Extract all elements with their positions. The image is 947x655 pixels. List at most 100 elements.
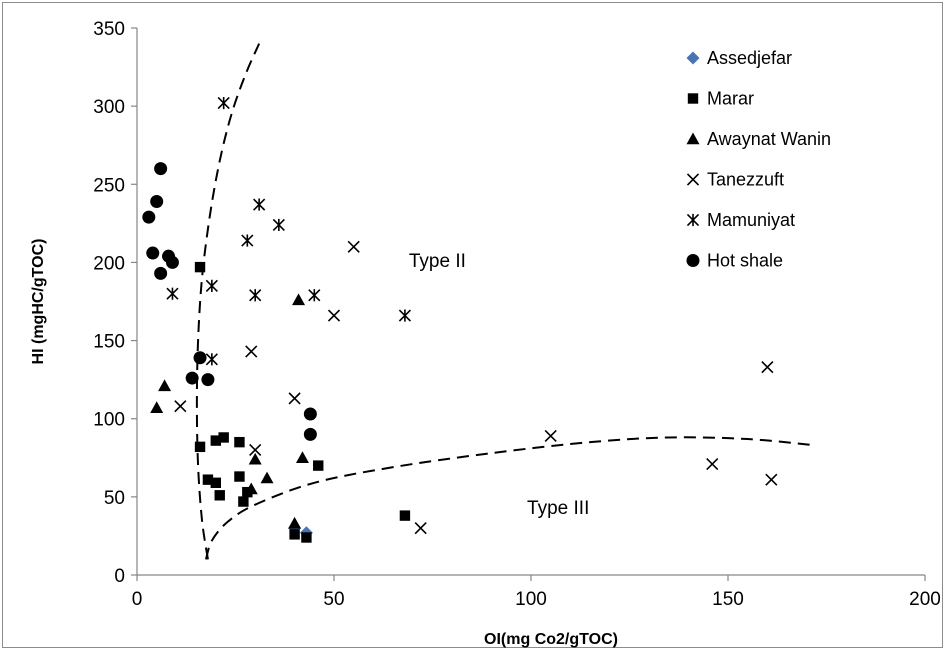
- mamuniyat-point: [205, 353, 218, 366]
- legend-item-hot-shale: Hot shale: [686, 251, 783, 271]
- mamuniyat-point: [272, 218, 285, 232]
- tanezzuft-point: [765, 473, 778, 486]
- region-label-0: Type II: [409, 251, 466, 272]
- marar-point: [218, 432, 229, 443]
- boundary-curves: [195, 43, 815, 560]
- legend-marker-hot-shale: [686, 254, 700, 267]
- marar-point: [313, 460, 324, 471]
- tanezzuft-point: [327, 309, 341, 322]
- hot-shale-point: [146, 246, 160, 260]
- marar-point: [234, 436, 245, 448]
- legend-item-marar: Marar: [687, 89, 754, 109]
- mamuniyat-point: [398, 309, 412, 322]
- awaynat-wanin-point: [292, 293, 306, 306]
- region-label-1: Type III: [527, 498, 589, 519]
- legend-label-assedjefar: Assedjefar: [707, 48, 792, 68]
- hot-shale-point: [201, 373, 215, 387]
- hot-shale-point: [142, 210, 156, 224]
- marar-point: [399, 510, 411, 521]
- awaynat-wanin-point: [158, 379, 172, 392]
- tanezzuft-point: [174, 400, 187, 413]
- data-points: [142, 96, 778, 543]
- tanezzuft-point: [249, 443, 262, 457]
- hot-shale-point: [303, 427, 317, 441]
- legend-item-awaynat-wanin: Awaynat Wanin: [686, 129, 831, 149]
- mamuniyat-point: [241, 234, 254, 247]
- legend-label-hot-shale: Hot shale: [707, 251, 783, 271]
- hot-shale-point: [193, 351, 207, 365]
- mamuniyat-point: [217, 96, 230, 110]
- tanezzuft-point: [245, 345, 258, 358]
- awaynat-wanin-point: [150, 401, 164, 413]
- tanezzuft-point: [347, 240, 360, 253]
- hot-shale-point: [154, 162, 168, 176]
- awaynat-wanin-point: [260, 471, 274, 484]
- legend-label-marar: Marar: [707, 89, 754, 109]
- y-tick-label: 0: [114, 566, 125, 587]
- mamuniyat-point: [249, 289, 262, 302]
- type-iii-boundary-curve: [204, 436, 815, 560]
- awaynat-wanin-point: [248, 452, 262, 465]
- type-ii-boundary-curve: [195, 43, 261, 560]
- marar-point: [289, 529, 300, 540]
- awaynat-wanin-series: [150, 293, 309, 529]
- hot-shale-series: [142, 162, 317, 441]
- legend: Assedjefar Marar Awaynat Wanin Tanezzuft Mam…: [686, 48, 831, 271]
- marar-series: [194, 261, 411, 543]
- y-axis-title: HI (mgHC/gTOC): [30, 239, 47, 365]
- legend-marker-marar: [687, 93, 699, 104]
- marar-point: [194, 261, 206, 273]
- legend-label-tanezzuft: Tanezzuft: [707, 170, 784, 190]
- mamuniyat-point: [205, 279, 218, 292]
- marar-point: [210, 477, 221, 488]
- y-tick-label: 250: [93, 175, 125, 196]
- hot-shale-point: [303, 407, 317, 421]
- y-tick-label: 350: [93, 19, 125, 40]
- y-tick-label: 200: [93, 253, 125, 274]
- legend-item-mamuniyat: Mamuniyat: [686, 210, 795, 230]
- x-tick-label: 150: [712, 589, 744, 610]
- legend-marker-awaynat-wanin: [686, 132, 700, 145]
- mamuniyat-point: [308, 289, 321, 302]
- mamuniyat-point: [166, 287, 179, 300]
- legend-label-mamuniyat: Mamuniyat: [707, 210, 795, 230]
- legend-item-assedjefar: Assedjefar: [686, 48, 792, 68]
- hot-shale-point: [185, 371, 199, 385]
- x-tick-label: 200: [909, 589, 941, 610]
- legend-item-tanezzuft: Tanezzuft: [686, 170, 784, 190]
- x-axis-title: OI(mg Co2/gTOC): [484, 631, 618, 648]
- x-tick-label: 100: [515, 589, 547, 610]
- y-tick-label: 50: [104, 488, 125, 509]
- axis-ticks: 0 50 100 150 200 250 300 350 0 50 100 150 200: [93, 19, 941, 610]
- mamuniyat-point: [253, 198, 266, 211]
- tanezzuft-point: [288, 392, 301, 405]
- tanezzuft-series: [174, 240, 778, 535]
- tanezzuft-point: [706, 457, 719, 471]
- marar-point: [202, 474, 214, 485]
- hot-shale-point: [150, 194, 164, 208]
- legend-marker-mamuniyat: [686, 213, 700, 227]
- region-labels: Type II Type III: [409, 251, 590, 519]
- mamuniyat-series: [166, 96, 412, 366]
- awaynat-wanin-point: [244, 482, 258, 495]
- marar-point: [210, 435, 221, 446]
- legend-marker-assedjefar: [686, 51, 700, 65]
- marar-point: [234, 471, 245, 482]
- marar-point: [194, 441, 206, 453]
- y-tick-label: 300: [93, 97, 125, 118]
- scatter-chart: 0 50 100 150 200 250 300 350 0 50 100 150 200 Type I…: [30, 19, 941, 648]
- y-tick-label: 100: [93, 410, 125, 431]
- y-tick-label: 150: [93, 332, 125, 353]
- awaynat-wanin-point: [295, 451, 309, 463]
- tanezzuft-point: [414, 522, 427, 535]
- legend-marker-tanezzuft: [686, 173, 700, 186]
- awaynat-wanin-point: [288, 516, 302, 529]
- tanezzuft-point: [761, 361, 774, 374]
- marar-point: [238, 496, 249, 507]
- tanezzuft-point: [544, 429, 557, 442]
- hot-shale-point: [165, 255, 179, 269]
- x-tick-label: 50: [323, 589, 344, 610]
- hot-shale-point: [154, 266, 168, 280]
- marar-point: [214, 490, 225, 501]
